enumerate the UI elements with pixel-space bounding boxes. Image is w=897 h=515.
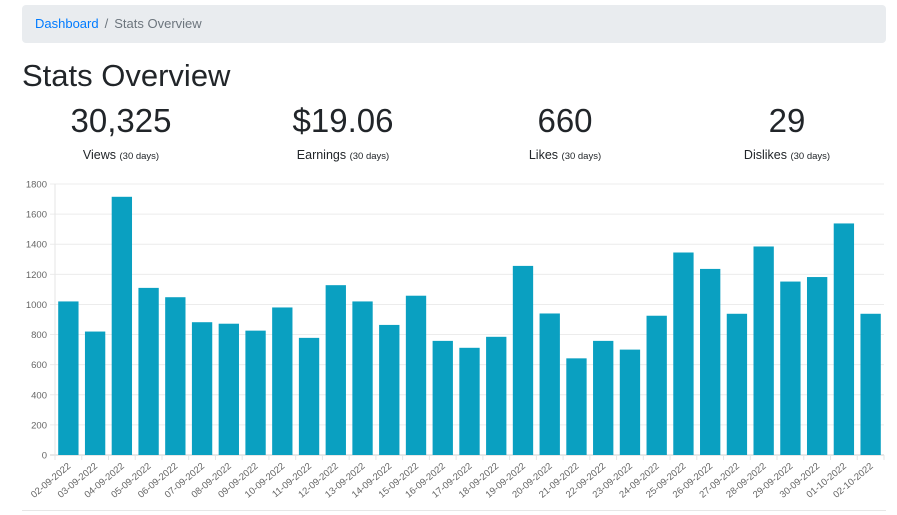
bar xyxy=(191,322,213,455)
y-tick-label: 1200 xyxy=(26,270,47,281)
bar xyxy=(58,301,79,455)
breadcrumb-dashboard-link[interactable]: Dashboard xyxy=(35,16,99,31)
bar xyxy=(405,295,427,455)
stat-likes-label: Likes (30 days) xyxy=(455,147,675,165)
stat-views: 30,325 Views (30 days) xyxy=(11,99,231,165)
bar xyxy=(298,337,320,455)
stat-likes-period: (30 days) xyxy=(561,151,602,162)
views-bar-chart: 02004006008001000120014001600180002-09-2… xyxy=(26,180,885,501)
bar xyxy=(780,281,801,455)
bar xyxy=(566,358,587,455)
stat-earnings-label-text: Earnings xyxy=(296,148,347,162)
y-tick-label: 1400 xyxy=(26,240,47,251)
stat-views-value: 30,325 xyxy=(70,102,172,139)
stat-earnings-label: Earnings (30 days) xyxy=(233,147,453,165)
bar xyxy=(111,196,133,455)
bar xyxy=(700,268,721,455)
bottom-divider xyxy=(22,510,886,511)
breadcrumb: Dashboard / Stats Overview xyxy=(22,5,886,43)
bar xyxy=(619,349,641,455)
bar xyxy=(245,330,266,455)
bar xyxy=(352,301,373,455)
bar xyxy=(806,277,828,455)
bar xyxy=(486,336,507,455)
stat-likes-label-text: Likes xyxy=(528,148,559,162)
stat-dislikes-label: Dislikes (30 days) xyxy=(677,147,897,165)
bar xyxy=(165,297,186,455)
stat-dislikes: 29 Dislikes (30 days) xyxy=(677,99,897,165)
breadcrumb-separator: / xyxy=(104,16,109,31)
bar xyxy=(325,285,346,455)
bar xyxy=(753,246,774,455)
bar xyxy=(860,313,881,455)
stat-dislikes-value: 29 xyxy=(768,102,806,139)
stat-views-label-text: Views xyxy=(82,148,117,162)
y-tick-label: 1800 xyxy=(26,180,47,191)
bar xyxy=(218,323,239,455)
bar xyxy=(646,315,667,455)
stat-dislikes-label-text: Dislikes xyxy=(743,148,787,162)
breadcrumb-current: Stats Overview xyxy=(114,16,202,31)
y-tick-label: 800 xyxy=(31,330,47,341)
stat-views-period: (30 days) xyxy=(119,151,160,162)
bar xyxy=(459,347,480,455)
y-tick-label: 400 xyxy=(31,390,47,401)
bar xyxy=(138,287,159,455)
stat-earnings: $19.06 Earnings (30 days) xyxy=(233,99,453,165)
y-tick-label: 0 xyxy=(42,451,47,462)
stat-views-label: Views (30 days) xyxy=(11,147,231,165)
bar xyxy=(539,313,560,455)
y-tick-label: 1600 xyxy=(26,210,47,221)
bar xyxy=(673,252,694,455)
page-title: Stats Overview xyxy=(22,58,231,93)
y-tick-label: 200 xyxy=(31,420,47,431)
y-tick-label: 1000 xyxy=(26,300,47,311)
y-tick-label: 600 xyxy=(31,360,47,371)
bar xyxy=(593,340,614,455)
stat-earnings-value: $19.06 xyxy=(292,102,394,139)
stat-likes-value: 660 xyxy=(537,102,593,139)
bar xyxy=(726,313,748,455)
bar xyxy=(432,340,453,455)
bar xyxy=(84,331,106,455)
stat-earnings-period: (30 days) xyxy=(349,151,390,162)
bar xyxy=(833,223,855,455)
stat-dislikes-period: (30 days) xyxy=(790,151,831,162)
bar xyxy=(379,324,400,455)
stat-likes: 660 Likes (30 days) xyxy=(455,99,675,165)
bar xyxy=(272,307,293,455)
bar xyxy=(512,265,534,455)
